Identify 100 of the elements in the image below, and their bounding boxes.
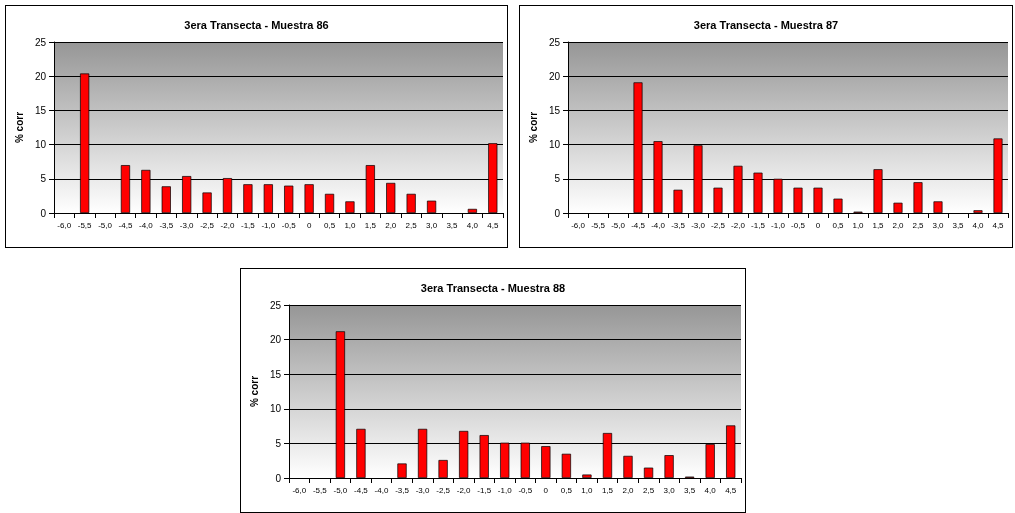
x-tick-label: 0,5: [832, 220, 845, 230]
x-tick-label: 1,0: [852, 220, 865, 230]
x-tick-label: -1,5: [477, 485, 492, 495]
x-tick-label: 4,5: [487, 220, 499, 230]
x-tick-label: -5,5: [77, 220, 93, 230]
y-axis-title: % corr: [13, 111, 25, 144]
y-tick-label: 10: [269, 403, 282, 415]
x-tick-label: -4,5: [631, 220, 646, 230]
y-axis-title: % corr: [527, 111, 539, 144]
x-tick-label: -3,0: [179, 220, 195, 230]
bar: [386, 182, 396, 213]
x-tick-label: -3,5: [671, 220, 686, 230]
bar: [793, 187, 803, 213]
x-tick-label: -6,0: [292, 485, 307, 495]
x-tick-label: -3,5: [395, 485, 410, 495]
chart-title: 3era Transecta - Muestra 88: [420, 281, 566, 294]
x-tick-label: -3,0: [415, 485, 430, 495]
bar: [263, 184, 273, 213]
x-tick-label: 4,0: [972, 220, 985, 230]
x-tick-label: -2,0: [456, 485, 472, 495]
x-tick-label: 2,5: [642, 485, 655, 495]
x-tick-label: -4,0: [651, 220, 666, 230]
x-tick-label: -0,5: [791, 220, 806, 230]
bar: [713, 187, 723, 213]
y-tick-label: 5: [40, 173, 47, 185]
x-tick-label: 1,5: [364, 220, 377, 230]
x-tick-label: -4,0: [138, 220, 154, 230]
y-tick-label: 25: [269, 299, 282, 311]
bar: [664, 455, 674, 478]
x-tick-label: -1,5: [241, 220, 256, 230]
x-tick-label: 1,5: [601, 485, 614, 495]
x-tick-label: -1,0: [261, 220, 276, 230]
x-tick-label: -4,0: [374, 485, 389, 495]
x-tick-label: 2,0: [622, 485, 635, 495]
x-tick-label: -5,5: [591, 220, 606, 230]
x-tick-label: 1,0: [581, 485, 594, 495]
bar: [623, 455, 633, 478]
x-tick-label: 2,0: [892, 220, 905, 230]
x-tick-label: -4,5: [354, 485, 369, 495]
x-tick-label: 4,0: [466, 220, 479, 230]
x-tick-label: -0,5: [518, 485, 533, 495]
x-tick-label: 0,5: [560, 485, 573, 495]
bar: [406, 193, 416, 213]
y-tick-label: 20: [34, 70, 47, 82]
bar: [643, 467, 654, 478]
x-tick-label: 2,5: [405, 220, 418, 230]
y-tick-label: 20: [548, 70, 561, 82]
chart-title: 3era Transecta - Muestra 87: [693, 18, 839, 31]
y-tick-label: 0: [40, 207, 47, 219]
x-tick-label: -5,5: [312, 485, 328, 495]
x-tick-label: -2,5: [711, 220, 726, 230]
x-tick-label: -2,0: [220, 220, 235, 230]
bar: [438, 460, 448, 478]
y-tick-label: 15: [269, 368, 282, 380]
bar: [673, 189, 683, 213]
bar: [345, 201, 355, 213]
y-axis-title: % corr: [248, 375, 260, 408]
x-tick-label: -0,5: [281, 220, 297, 230]
bar: [933, 201, 943, 213]
x-tick-label: -6,0: [57, 220, 72, 230]
x-tick-label: 1,5: [872, 220, 885, 230]
x-tick-label: -2,5: [200, 220, 215, 230]
x-tick-label: -4,5: [118, 220, 133, 230]
x-tick-label: -6,0: [571, 220, 586, 230]
bar: [324, 193, 335, 213]
x-tick-label: 2,5: [912, 220, 925, 230]
x-tick-label: 3,5: [684, 485, 696, 495]
y-tick-label: 0: [554, 207, 561, 219]
x-tick-label: 4,0: [704, 485, 717, 495]
x-tick-label: 0,5: [323, 220, 336, 230]
bar: [913, 182, 923, 213]
bar: [561, 453, 571, 478]
y-tick-label: 25: [548, 36, 561, 48]
bar: [243, 184, 253, 213]
x-tick-label: 4,5: [725, 485, 737, 495]
y-tick-label: 5: [275, 437, 282, 449]
bar: [973, 210, 983, 213]
bar: [893, 202, 903, 213]
x-tick-label: -1,0: [771, 220, 786, 230]
bar: [467, 208, 477, 213]
bar: [582, 474, 592, 478]
x-tick-label: -3,0: [691, 220, 706, 230]
x-tick-label: 0: [306, 220, 312, 230]
x-tick-label: 3,0: [426, 220, 438, 230]
x-tick-label: -5,0: [611, 220, 626, 230]
x-tick-label: 0: [815, 220, 821, 230]
bar: [202, 192, 212, 213]
bar: [284, 185, 294, 213]
x-tick-label: -5,0: [333, 485, 348, 495]
bar: [833, 198, 843, 213]
y-tick-label: 5: [554, 173, 561, 185]
x-tick-label: 2,0: [385, 220, 397, 230]
bar: [397, 463, 407, 478]
x-tick-label: 3,5: [446, 220, 459, 230]
x-tick-label: -2,0: [731, 220, 746, 230]
x-tick-label: 1,0: [344, 220, 357, 230]
x-tick-label: -1,5: [751, 220, 766, 230]
y-tick-label: 15: [548, 104, 561, 116]
x-tick-label: -2,5: [436, 485, 451, 495]
x-tick-label: -5,0: [98, 220, 113, 230]
